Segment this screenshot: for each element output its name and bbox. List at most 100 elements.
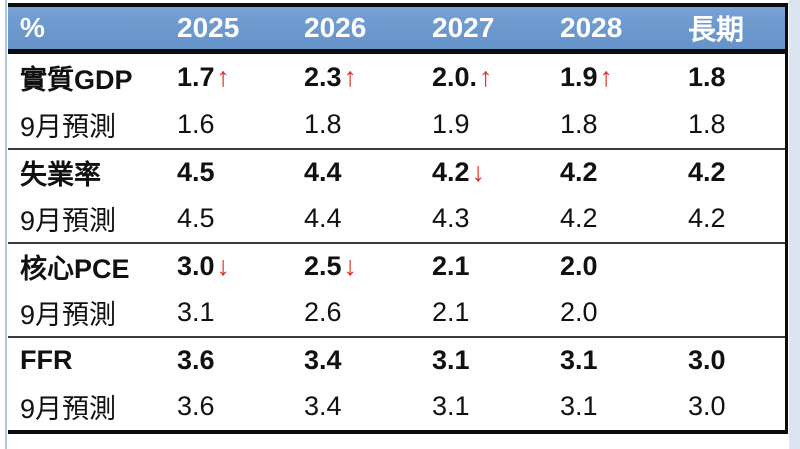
cell-value: 1.8 [688, 109, 726, 139]
table-row-real-gdp: 實質GDP 1.7↑ 2.3↑ 2.0.↑ 1.9↑ 1.8 [8, 54, 785, 101]
table-cell: 4.2 [548, 157, 676, 188]
cell-value: 1.9 [432, 109, 470, 139]
cell-value: 4.2 [432, 157, 470, 187]
table-cell: 4.3 [420, 203, 548, 234]
cell-value: 2.0 [560, 251, 598, 281]
table-row-sept-forecast-gdp: 9月預測 1.6 1.8 1.9 1.8 1.8 [8, 101, 785, 148]
cell-value: 3.6 [177, 391, 215, 421]
table-cell: 4.2 [676, 157, 785, 188]
row-label: 9月預測 [20, 112, 117, 142]
down-arrow-icon: ↓ [343, 251, 358, 281]
header-2028: 2028 [560, 12, 623, 43]
table-cell: 3.1 [548, 391, 676, 422]
table-cell: 3.0 [676, 345, 785, 376]
row-label: 9月預測 [20, 206, 117, 236]
cell-value: 1.6 [177, 109, 215, 139]
table-cell: 1.9↑ [548, 62, 676, 93]
header-percent: % [20, 12, 45, 43]
cell-value: 4.4 [304, 157, 342, 187]
cell-value: 3.0 [688, 391, 726, 421]
table-cell: 2.5↓ [292, 251, 420, 282]
table-cell: 1.8 [548, 109, 676, 140]
cell-value: 3.6 [177, 345, 215, 375]
cell-value: 2.0 [560, 297, 598, 327]
cell-value: 2.1 [432, 297, 470, 327]
right-edge-strip [789, 0, 800, 449]
cell-value: 1.9 [560, 62, 598, 92]
down-arrow-icon: ↓ [471, 157, 486, 187]
table-cell: 4.2↓ [420, 157, 548, 188]
table-cell: 4.2 [548, 203, 676, 234]
cell-value: 1.8 [560, 109, 598, 139]
table-cell: 2.0.↑ [420, 62, 548, 93]
header-2025: 2025 [177, 12, 240, 43]
table-cell: 4.4 [292, 203, 420, 234]
table-cell: 2.1 [420, 297, 548, 328]
table-cell: 1.9 [420, 109, 548, 140]
cell-value: 1.8 [304, 109, 342, 139]
cell-value: 1.8 [688, 62, 726, 92]
cell-value: 2.3 [304, 62, 342, 92]
table-cell: 2.0 [548, 251, 676, 282]
cell-value: 3.1 [560, 391, 598, 421]
table-row-sept-forecast-pce: 9月預測 3.1 2.6 2.1 2.0 [8, 289, 785, 336]
cell-value: 4.5 [177, 157, 215, 187]
table-row-core-pce: 核心PCE 3.0↓ 2.5↓ 2.1 2.0 [8, 242, 785, 289]
table-row-unemployment: 失業率 4.5 4.4 4.2↓ 4.2 4.2 [8, 148, 785, 195]
table-header-row: % 2025 2026 2027 2028 長期 [8, 7, 785, 54]
row-label: 失業率 [20, 160, 101, 190]
row-label: 核心PCE [20, 254, 130, 284]
cell-value: 2.6 [304, 297, 342, 327]
table-cell: 3.1 [548, 345, 676, 376]
table-cell: 3.1 [420, 391, 548, 422]
cell-value: 3.0 [177, 251, 215, 281]
row-label: FFR [20, 345, 73, 375]
header-2027: 2027 [432, 12, 495, 43]
table-cell: 3.6 [165, 345, 292, 376]
row-label: 實質GDP [20, 65, 133, 95]
cell-value: 3.4 [304, 391, 342, 421]
table-cell: 4.5 [165, 203, 292, 234]
table-cell: 3.1 [420, 345, 548, 376]
table-cell: 2.1 [420, 251, 548, 282]
down-arrow-icon: ↓ [216, 251, 231, 281]
table-cell: 1.8 [676, 109, 785, 140]
cell-value: 3.4 [304, 345, 342, 375]
cell-value: 4.5 [177, 203, 215, 233]
table-row-sept-forecast-ffr: 9月預測 3.6 3.4 3.1 3.1 3.0 [8, 383, 785, 430]
up-arrow-icon: ↑ [479, 62, 493, 92]
up-arrow-icon: ↑ [343, 62, 358, 92]
table-cell: 1.7↑ [165, 62, 292, 93]
cell-value: 2.5 [304, 251, 342, 281]
up-arrow-icon: ↑ [599, 62, 614, 92]
cell-value: 4.2 [688, 157, 726, 187]
header-long-run: 長期 [688, 14, 745, 45]
table-cell: 1.6 [165, 109, 292, 140]
table-cell: 4.2 [676, 203, 785, 234]
cell-value: 3.1 [177, 297, 215, 327]
header-2026: 2026 [304, 12, 367, 43]
cell-value: 4.2 [560, 203, 598, 233]
table-cell: 3.4 [292, 345, 420, 376]
cell-value: 1.7 [177, 62, 215, 92]
forecast-table: % 2025 2026 2027 2028 長期 實質GDP 1.7↑ 2.3↑… [8, 3, 788, 434]
cell-value: 3.0 [688, 345, 726, 375]
table-row-sept-forecast-unemployment: 9月預測 4.5 4.4 4.3 4.2 4.2 [8, 195, 785, 242]
table-cell: 1.8 [676, 62, 785, 93]
table-cell: 2.6 [292, 297, 420, 328]
cell-value: 3.1 [432, 345, 470, 375]
cell-value: 4.3 [432, 203, 470, 233]
cell-value: 4.2 [688, 203, 726, 233]
cell-value: 2.0. [432, 62, 478, 92]
row-label: 9月預測 [20, 300, 117, 330]
row-label: 9月預測 [20, 394, 117, 424]
cell-value: 4.4 [304, 203, 342, 233]
cell-value: 3.1 [560, 345, 598, 375]
table-cell: 4.4 [292, 157, 420, 188]
cell-value: 2.1 [432, 251, 470, 281]
table-cell: 3.0 [676, 391, 785, 422]
table-cell: 3.6 [165, 391, 292, 422]
table-row-ffr: FFR 3.6 3.4 3.1 3.1 3.0 [8, 336, 785, 383]
up-arrow-icon: ↑ [216, 62, 231, 92]
cell-value: 3.1 [432, 391, 470, 421]
